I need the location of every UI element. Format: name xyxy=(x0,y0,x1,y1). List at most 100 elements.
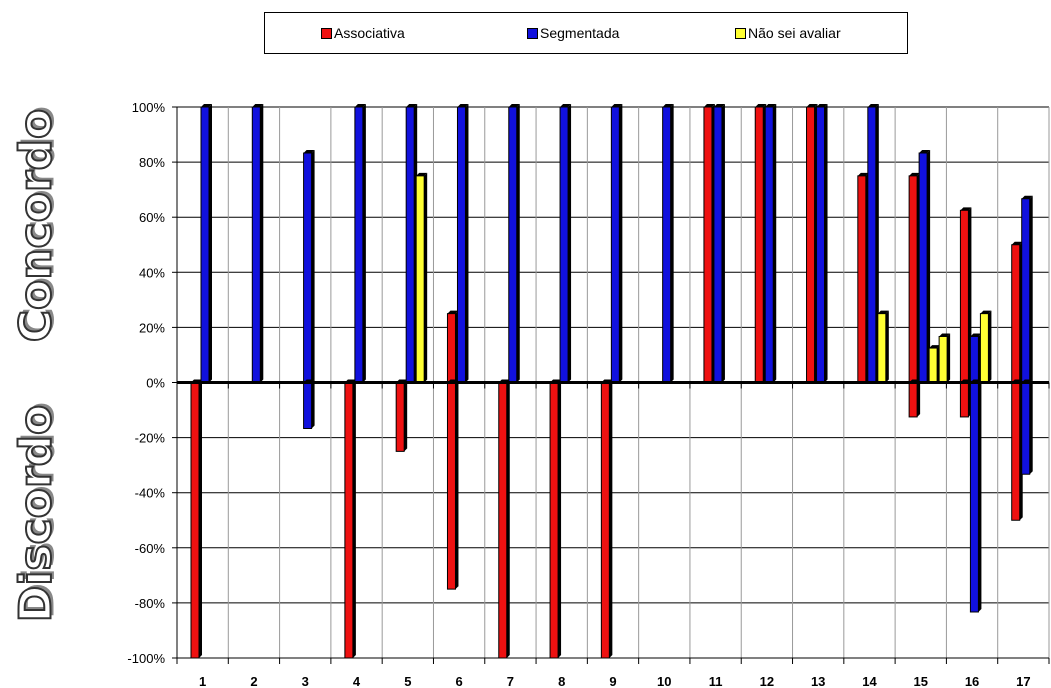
bar-segmentada-agree-side xyxy=(773,104,777,383)
x-tick-label: 13 xyxy=(811,674,825,688)
bar-associativa-disagree xyxy=(600,379,613,659)
bar-associativa-disagree-side xyxy=(352,379,356,658)
legend-label-associativa: Associativa xyxy=(334,25,405,41)
bar-segmentada-agree-face xyxy=(200,106,210,383)
bar-segmentada-agree xyxy=(354,104,366,383)
bar-associativa-disagree xyxy=(908,379,921,418)
bar-segmentada-agree xyxy=(559,104,572,383)
bar-associativa-agree-cap xyxy=(703,104,715,107)
bar-segmentada-disagree xyxy=(969,379,982,613)
bar-associativa-agree-face xyxy=(908,175,918,383)
bar-segmentada-agree-cap xyxy=(457,104,469,107)
bar-associativa-agree-face xyxy=(446,313,456,383)
bar-segmentada-agree-side xyxy=(670,104,674,383)
bar-n-o-sei-avaliar-agree-face xyxy=(415,175,425,383)
y-tick-label: 20% xyxy=(139,320,165,335)
bar-segmentada-agree-cap xyxy=(713,104,725,107)
bar-associativa-agree-face xyxy=(857,175,867,383)
bar-associativa-agree xyxy=(908,172,921,383)
bar-segmentada-agree-cap xyxy=(816,104,828,107)
bar-associativa-disagree-face xyxy=(190,382,200,659)
bar-segmentada-agree-side xyxy=(927,150,931,383)
y-tick-label: 100% xyxy=(132,100,166,115)
bar-associativa-agree-cap xyxy=(857,172,869,176)
bar-segmentada-agree-cap xyxy=(252,104,264,107)
bar-associativa-agree xyxy=(857,172,869,383)
bar-n-o-sei-avaliar-agree xyxy=(877,310,889,383)
bar-segmentada-disagree xyxy=(1021,379,1033,475)
bar-associativa-disagree-side xyxy=(455,379,459,590)
bar-segmentada-disagree-side xyxy=(978,379,982,612)
y-tick-label: -20% xyxy=(135,431,166,446)
bar-associativa-agree-cap xyxy=(755,104,767,107)
bar-segmentada-agree-side xyxy=(824,104,828,383)
bar-segmentada-agree-cap xyxy=(560,104,572,107)
bar-segmentada-agree-cap xyxy=(354,104,366,107)
y-tick-label: 60% xyxy=(139,210,165,225)
bar-segmentada-agree xyxy=(508,104,520,383)
legend-label-nao-sei-avaliar: Não sei avaliar xyxy=(748,25,841,41)
y-tick-label: 0% xyxy=(146,376,165,391)
bar-segmentada-agree-side xyxy=(568,104,572,383)
bar-associativa-agree xyxy=(754,104,767,383)
bar-segmentada-agree-face xyxy=(508,106,518,383)
bar-associativa-disagree-face xyxy=(344,382,354,659)
legend-swatch-segmentada xyxy=(527,27,538,39)
bar-segmentada-agree-face xyxy=(662,106,672,383)
bar-n-o-sei-avaliar-agree-side xyxy=(885,310,889,383)
legend-item-associativa: Associativa xyxy=(321,25,405,41)
bar-associativa-agree xyxy=(703,104,715,383)
legend-swatch-nao-sei-avaliar xyxy=(735,27,746,39)
legend-label-segmentada: Segmentada xyxy=(540,25,620,41)
bar-associativa-agree-cap xyxy=(447,310,459,314)
bar-segmentada-agree-cap xyxy=(970,333,982,337)
bar-segmentada-agree xyxy=(764,104,777,383)
bar-segmentada-agree xyxy=(303,150,315,383)
bar-n-o-sei-avaliar-agree-face xyxy=(877,313,887,383)
x-tick-label: 2 xyxy=(250,674,257,688)
bar-segmentada-agree-side xyxy=(209,104,212,383)
bar-segmentada-agree-side xyxy=(875,104,879,383)
bar-segmentada-agree xyxy=(662,104,674,383)
x-tick-label: 1 xyxy=(199,674,206,688)
bar-segmentada-agree xyxy=(1021,195,1033,383)
x-tick-label: 4 xyxy=(353,674,361,688)
bar-segmentada-agree-face xyxy=(867,106,877,383)
bar-segmentada-agree xyxy=(405,104,418,383)
bar-segmentada-agree-face xyxy=(816,106,826,383)
bar-segmentada-agree xyxy=(200,104,212,383)
bar-segmentada-disagree-face xyxy=(1021,382,1031,475)
bar-n-o-sei-avaliar-agree-face xyxy=(928,347,938,383)
bar-segmentada-agree-face xyxy=(1021,198,1031,383)
bar-segmentada-agree-cap xyxy=(611,104,623,107)
bar-associativa-disagree-face xyxy=(395,382,405,452)
x-tick-label: 11 xyxy=(709,674,723,688)
bar-segmentada-agree xyxy=(867,104,879,383)
bar-segmentada-agree-face xyxy=(354,106,364,383)
x-tick-label: 8 xyxy=(558,674,565,688)
bar-n-o-sei-avaliar-agree-face xyxy=(979,313,989,383)
bar-associativa-disagree-face xyxy=(549,382,559,659)
bar-associativa-disagree-side xyxy=(506,379,510,658)
bar-associativa-disagree xyxy=(1011,379,1023,521)
bar-n-o-sei-avaliar-agree-cap xyxy=(416,172,428,176)
bar-segmentada-agree-cap xyxy=(662,104,674,107)
y-tick-label: -60% xyxy=(135,541,166,556)
bar-associativa-disagree xyxy=(498,379,510,659)
bar-associativa-disagree-face xyxy=(600,382,610,659)
legend-item-segmentada: Segmentada xyxy=(527,25,619,41)
bar-associativa-agree xyxy=(806,104,818,383)
bar-segmentada-agree-side xyxy=(516,104,520,383)
bar-n-o-sei-avaliar-agree xyxy=(928,345,941,383)
bar-extra-agree-cap xyxy=(939,333,951,337)
bar-n-o-sei-avaliar-agree-cap xyxy=(877,310,889,314)
bar-associativa-agree xyxy=(1011,241,1023,383)
bar-segmentada-disagree-face xyxy=(969,382,979,613)
bar-n-o-sei-avaliar-agree-cap xyxy=(980,310,992,314)
bar-associativa-disagree-face xyxy=(959,382,969,418)
bar-segmentada-agree-side xyxy=(1029,195,1033,383)
bar-associativa-agree-face xyxy=(959,209,969,383)
bar-associativa-disagree xyxy=(549,379,562,659)
bar-segmentada-agree xyxy=(918,150,931,383)
bar-n-o-sei-avaliar-agree-side xyxy=(988,310,992,383)
